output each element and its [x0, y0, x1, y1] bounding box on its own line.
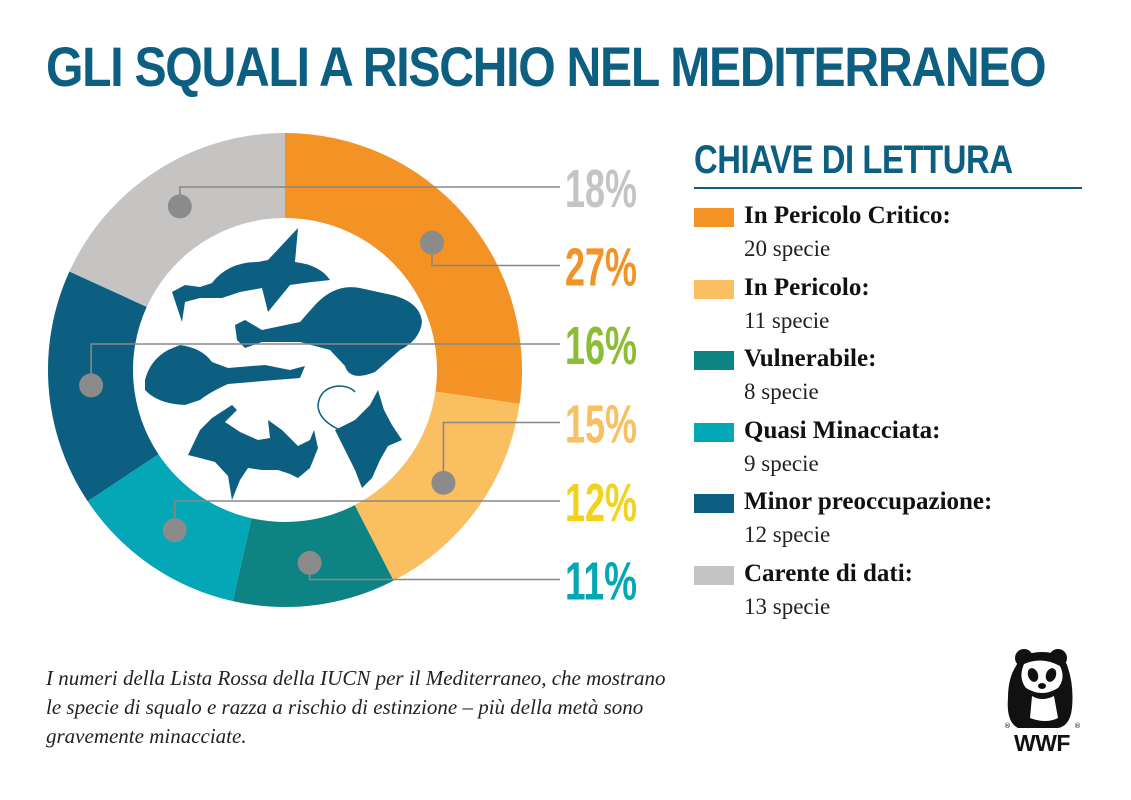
manta-ray-silhouette-icon	[335, 390, 402, 488]
legend-count: 9 specie	[744, 450, 819, 476]
legend-swatch	[694, 422, 734, 442]
legend-label: Vulnerabile:	[744, 345, 877, 372]
legend-swatch	[694, 494, 734, 513]
svg-text:®: ®	[1074, 722, 1081, 730]
leader-line	[442, 421, 560, 483]
caption: I numeri della Lista Rossa della IUCN pe…	[46, 664, 826, 751]
leader-line	[90, 343, 560, 386]
slice-marker	[79, 373, 104, 398]
hammerhead-silhouette-icon	[188, 405, 318, 500]
percent-label: 12%	[565, 473, 637, 533]
legend-swatch	[694, 351, 734, 370]
caption-line: le specie di squalo e razza a rischio di…	[46, 695, 644, 719]
percent-label: 18%	[565, 159, 637, 219]
legend-title: CHIAVE DI LETTURA	[694, 138, 1013, 182]
angel-shark-silhouette-icon	[145, 345, 305, 405]
slice-marker	[162, 518, 187, 543]
logo-text: WWF	[1014, 730, 1070, 756]
slice-marker	[431, 470, 456, 495]
donut-slice	[47, 271, 159, 502]
legend-label: Minor preoccupazione:	[744, 488, 993, 515]
legend-swatch	[694, 279, 734, 299]
panda-logo-icon: ® ®	[1004, 649, 1081, 730]
legend-count: 13 specie	[744, 593, 831, 619]
percent-label: 16%	[565, 316, 637, 376]
svg-text:®: ®	[1004, 722, 1011, 730]
legend-label: Quasi Minacciata:	[744, 416, 941, 444]
legend-label: Carente di dati:	[744, 559, 913, 587]
shark-silhouette-icon	[172, 228, 330, 322]
caption-line: I numeri della Lista Rossa della IUCN pe…	[46, 666, 666, 690]
percent-label: 11%	[565, 552, 637, 612]
donut-slice	[285, 133, 522, 404]
wwf-logo: ® ® WWF	[1002, 648, 1082, 758]
legend-label: In Pericolo:	[744, 273, 870, 301]
legend-label: In Pericolo Critico:	[744, 202, 951, 229]
legend-swatch	[694, 565, 734, 585]
slice-marker	[419, 230, 444, 255]
manta-tail-icon	[317, 385, 356, 431]
guitarfish-silhouette-icon	[235, 287, 422, 376]
percent-label: 15%	[565, 395, 637, 455]
donut-slice	[69, 133, 286, 307]
legend-swatch	[694, 208, 734, 227]
slice-marker	[297, 550, 322, 575]
slice-marker	[167, 194, 192, 219]
percent-label: 27%	[565, 238, 637, 298]
legend-count: 12 specie	[744, 522, 831, 547]
legend-count: 11 specie	[744, 307, 830, 333]
legend-count: 20 specie	[744, 236, 831, 261]
caption-line: gravemente minacciate.	[46, 724, 247, 748]
donut-chart: 18% 27% 16% 15% 12% 11%	[47, 133, 637, 612]
page-title: GLI SQUALI A RISCHIO NEL MEDITERRANEO	[46, 35, 1047, 98]
silhouettes-group	[145, 228, 422, 500]
legend-count: 8 specie	[744, 379, 819, 404]
legend-divider	[694, 187, 1082, 189]
